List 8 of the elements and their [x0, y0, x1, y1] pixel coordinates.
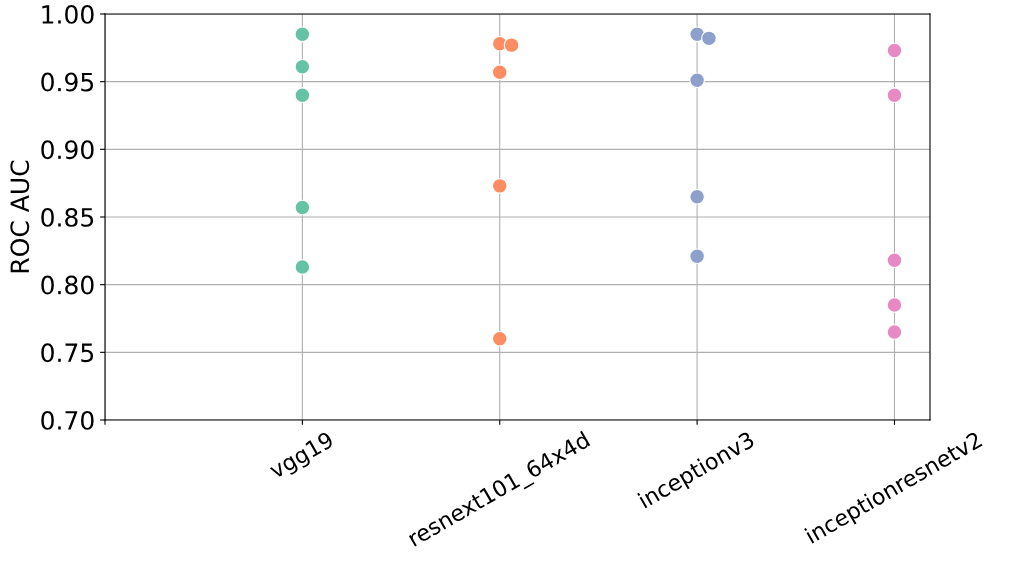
y-tick-label: 1.00: [42, 4, 94, 24]
y-tick-label: 0.85: [41, 207, 94, 227]
y-tick-label: 0.90: [41, 140, 94, 160]
y-tick-label: 0.70: [41, 410, 94, 430]
y-axis-title: ROC AUC: [10, 160, 30, 273]
y-tick-label: 0.80: [41, 275, 94, 295]
y-tick-label: 0.75: [41, 343, 94, 363]
y-tick-label: 0.95: [41, 72, 94, 92]
